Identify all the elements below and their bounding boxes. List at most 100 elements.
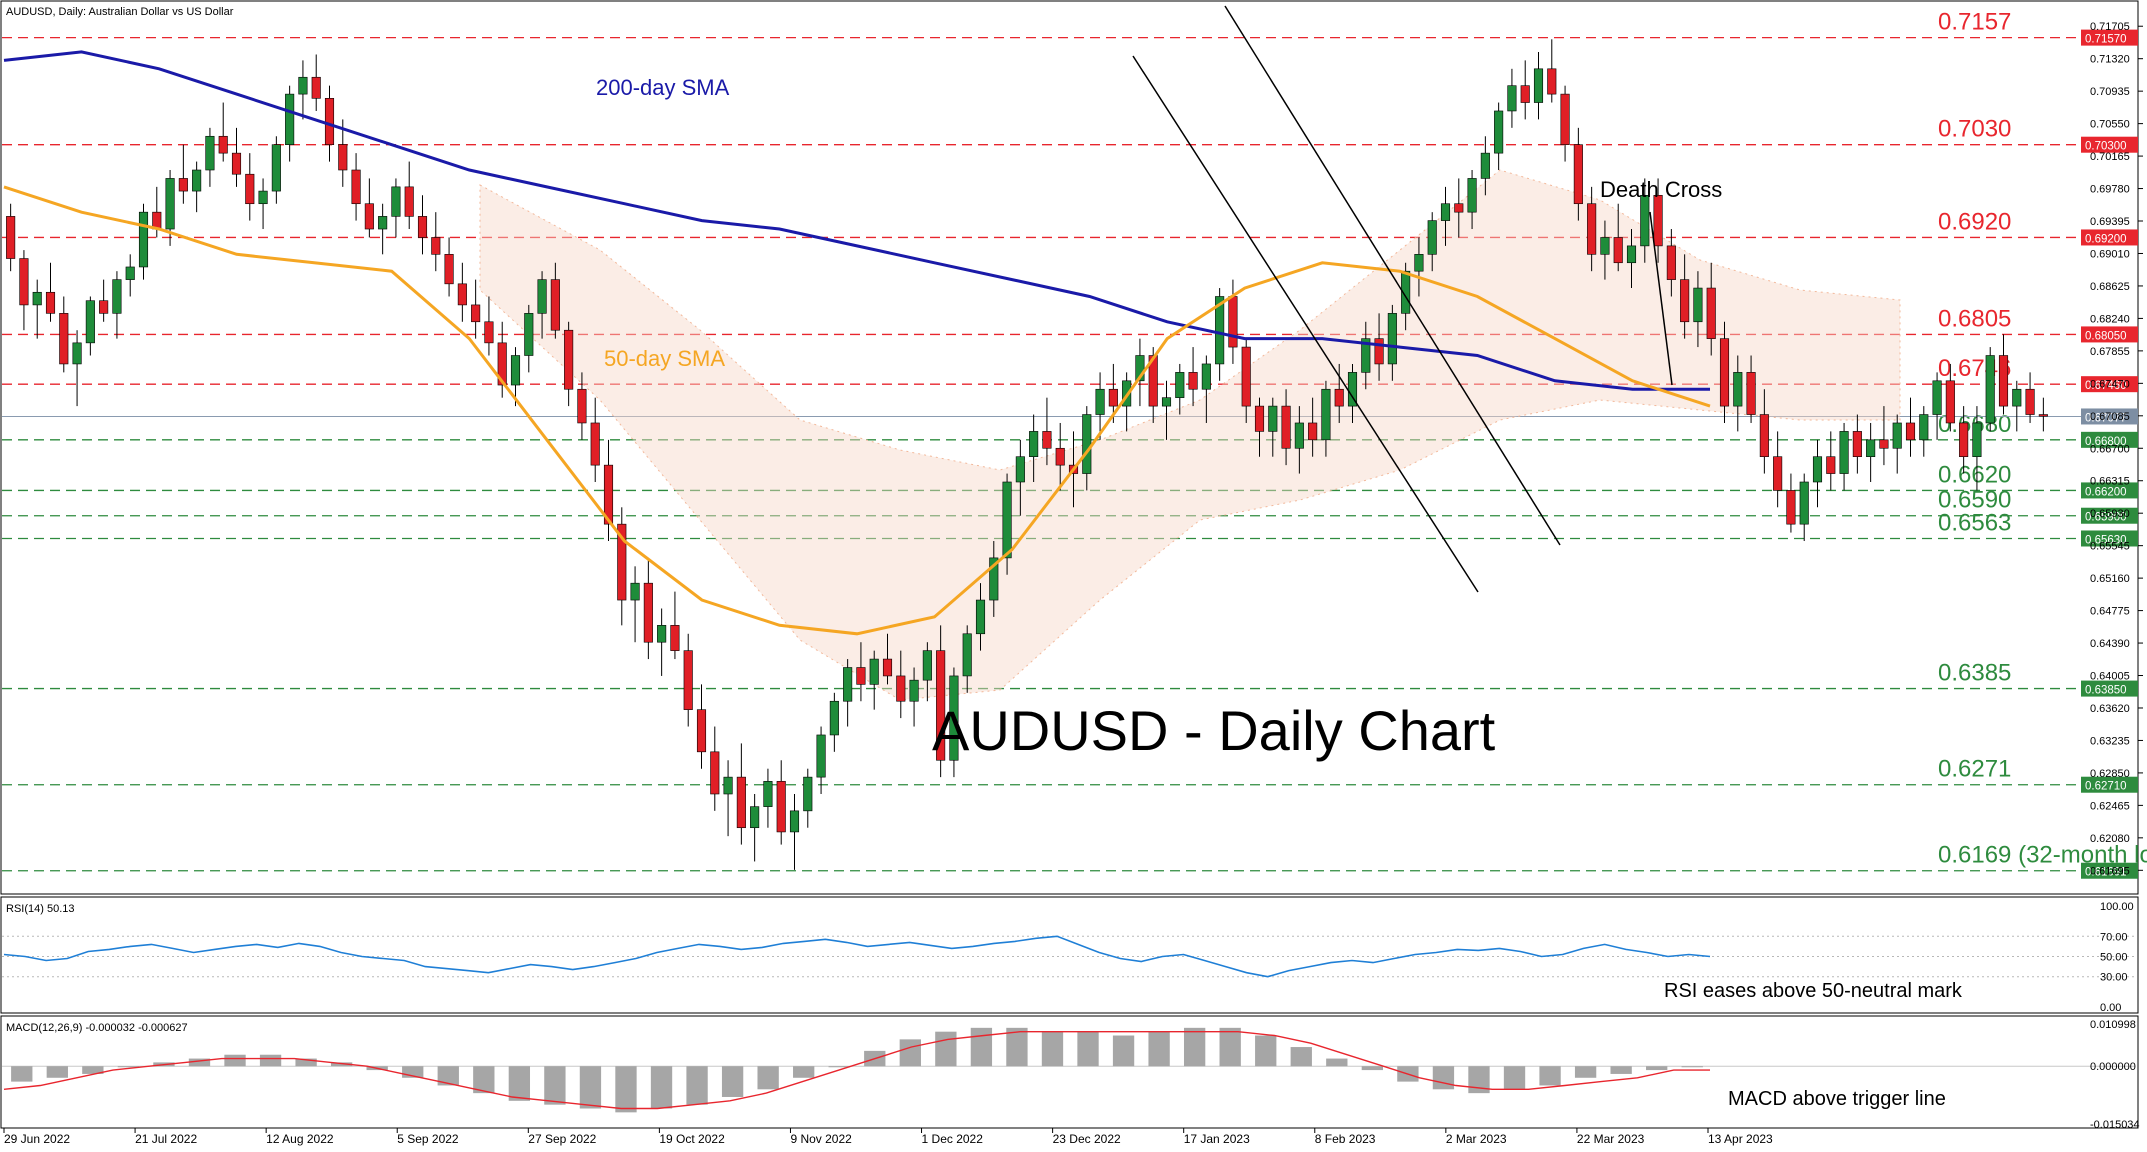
level-tag — [2081, 229, 2138, 246]
bearish-candle — [1334, 388, 1344, 407]
macd-histogram-bar — [295, 1058, 317, 1067]
macd-histogram-bar — [1468, 1066, 1490, 1094]
level-tag-value: 0.69200 — [2085, 233, 2127, 245]
level-tag — [2081, 507, 2138, 524]
bearish-candle — [59, 313, 69, 365]
bearish-candle — [550, 279, 560, 331]
macd-histogram-bar — [188, 1058, 211, 1067]
macd-histogram-bar — [46, 1066, 68, 1078]
bullish-candle — [1201, 363, 1211, 390]
bearish-candle — [1746, 372, 1756, 415]
bearish-candle — [6, 216, 16, 259]
x-tick-label: 17 Jan 2023 — [1184, 1132, 1250, 1146]
bearish-candle — [1613, 237, 1623, 264]
bullish-candle — [72, 342, 82, 365]
y-tick-label: 0.71320 — [2090, 54, 2130, 66]
bullish-candle — [1029, 431, 1039, 457]
level-tag-value: 0.68050 — [2085, 330, 2127, 342]
bullish-candle — [258, 190, 268, 205]
bullish-candle — [630, 582, 640, 601]
bearish-candle — [245, 173, 255, 205]
level-tag-value: 0.61691 — [2085, 867, 2127, 879]
bearish-candle — [1759, 414, 1769, 457]
bullish-candle — [843, 667, 853, 702]
bullish-candle — [85, 300, 95, 344]
macd-signal-line — [3, 1031, 1710, 1110]
y-tick-label: 0.69010 — [2090, 248, 2130, 260]
level-tag — [2081, 680, 2138, 697]
rsi-line — [3, 935, 1711, 978]
x-tick-label: 29 Jun 2022 — [4, 1132, 70, 1146]
y-tick-label: 0.65930 — [2090, 508, 2130, 520]
level-tag — [2081, 326, 2138, 343]
level-tag — [2081, 862, 2138, 879]
bullish-candle — [816, 734, 826, 778]
bullish-candle — [1799, 481, 1809, 525]
time-axis: 29 Jun 2022 21 Jul 2022 12 Aug 2022 5 Sep 2… — [3, 1128, 1773, 1146]
bullish-candle — [537, 279, 547, 314]
macd-histogram-bar — [757, 1066, 779, 1090]
bullish-candle — [1480, 152, 1490, 179]
x-tick-label: 13 Apr 2023 — [1708, 1132, 1773, 1146]
bearish-candle — [1587, 203, 1597, 255]
y-tick-label: 0.62850 — [2090, 768, 2130, 780]
macd-histogram-bar — [1539, 1066, 1561, 1086]
level-tag — [2081, 29, 2138, 46]
macd-histogram-bar — [579, 1066, 602, 1109]
bearish-candle — [683, 650, 693, 710]
bearish-candle — [776, 781, 786, 833]
macd-histogram-bar — [1112, 1035, 1135, 1067]
bullish-candle — [975, 599, 986, 635]
macd-histogram-bar — [1041, 1031, 1064, 1067]
bearish-candle — [1560, 93, 1570, 146]
chart-title: AUDUSD - Daily Chart — [932, 699, 1496, 762]
macd-histogram-bar — [686, 1066, 708, 1105]
bullish-candle — [922, 650, 932, 681]
bearish-candle — [617, 523, 627, 601]
macd-histogram-bar — [117, 1066, 140, 1068]
macd-histogram-bar — [1006, 1027, 1028, 1067]
bearish-candle — [351, 169, 361, 205]
bearish-candle — [936, 650, 946, 761]
bullish-candle — [1812, 456, 1823, 483]
bearish-candle — [45, 291, 56, 314]
bearish-candle — [1959, 422, 1969, 457]
level-label: 0.7030 — [1938, 116, 2011, 143]
x-tick-label: 12 Aug 2022 — [266, 1132, 334, 1146]
bullish-candle — [1985, 355, 1995, 424]
bullish-candle — [1414, 254, 1424, 272]
bullish-candle — [1626, 245, 1637, 264]
level-tag-value: 0.66200 — [2085, 486, 2127, 498]
macd-histogram-bar — [1183, 1027, 1206, 1067]
bearish-candle — [1108, 388, 1118, 407]
macd-histogram-bar — [1255, 1035, 1277, 1067]
macd-histogram-bar — [402, 1066, 424, 1078]
y-tick-label: 0.70165 — [2090, 151, 2130, 163]
bullish-candle — [1268, 405, 1278, 432]
macd-histogram-bar — [615, 1066, 637, 1113]
bullish-candle — [1866, 439, 1876, 457]
bearish-candle — [178, 178, 188, 192]
bullish-candle — [869, 658, 879, 685]
bullish-candle — [1175, 372, 1185, 398]
bearish-candle — [1188, 372, 1198, 390]
rsi-tick-label: 0.00 — [2100, 1002, 2121, 1014]
bullish-candle — [391, 186, 401, 217]
y-tick-label: 0.69395 — [2090, 216, 2130, 228]
macd-tick-label: 0.000000 — [2090, 1061, 2136, 1073]
bullish-candle — [192, 169, 202, 192]
bullish-candle — [1533, 68, 1544, 103]
bearish-candle — [1241, 346, 1251, 407]
current-price-tag — [2081, 408, 2138, 425]
y-tick-label: 0.63235 — [2090, 735, 2130, 747]
bullish-candle — [803, 776, 813, 812]
macd-histogram-bar — [1361, 1066, 1384, 1071]
bullish-candle — [789, 810, 800, 833]
bearish-candle — [670, 625, 680, 651]
bullish-candle — [1892, 422, 1902, 449]
channel-lower-line — [1224, 5, 1561, 546]
macd-histogram-bar — [1432, 1066, 1455, 1090]
macd-histogram-bar — [330, 1062, 353, 1067]
macd-annotation: MACD above trigger line — [1728, 1088, 1946, 1110]
bullish-candle — [829, 700, 839, 736]
